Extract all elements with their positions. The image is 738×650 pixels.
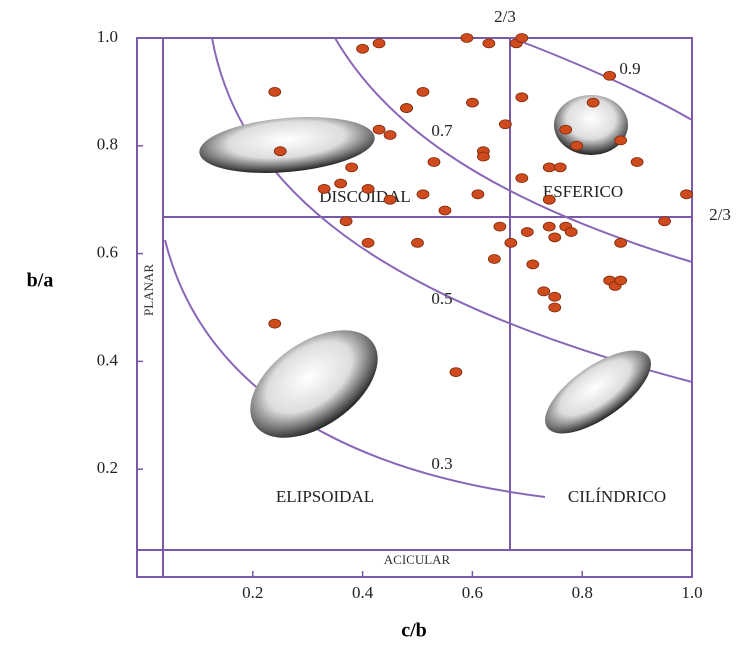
- data-point: [631, 157, 643, 166]
- data-point: [499, 120, 511, 129]
- data-point: [543, 163, 555, 172]
- data-point: [274, 147, 286, 156]
- data-point: [587, 98, 599, 107]
- y-tick-label: 0.6: [97, 243, 118, 262]
- data-point: [318, 184, 330, 193]
- data-point: [450, 368, 462, 377]
- data-point: [538, 287, 550, 296]
- data-point: [357, 44, 369, 53]
- data-point: [428, 157, 440, 166]
- data-point: [527, 260, 539, 269]
- x-axis-title: c/b: [401, 620, 427, 642]
- y-tick-label: 0.4: [97, 350, 119, 369]
- x-tick-label: 0.6: [462, 583, 483, 602]
- data-point: [461, 34, 473, 43]
- data-point: [384, 131, 396, 140]
- data-point: [466, 98, 478, 107]
- y-tick-label: 1.0: [97, 27, 118, 46]
- x-tick-label: 0.4: [352, 583, 374, 602]
- sphericity-curve: [212, 38, 692, 382]
- shape-blob: [532, 335, 663, 449]
- data-point: [472, 190, 484, 199]
- data-point: [412, 238, 424, 247]
- data-point: [565, 228, 577, 237]
- region-label: ACICULAR: [384, 552, 451, 567]
- data-point: [549, 292, 561, 301]
- x-tick-label: 0.8: [572, 583, 593, 602]
- data-point: [615, 276, 627, 285]
- region-label: ELIPSOIDAL: [276, 487, 374, 506]
- data-point: [340, 217, 352, 226]
- data-point: [543, 195, 555, 204]
- data-point: [554, 163, 566, 172]
- data-point: [516, 93, 528, 102]
- region-label: PLANAR: [141, 264, 156, 316]
- x-tick-label: 1.0: [681, 583, 702, 602]
- data-point: [269, 319, 281, 328]
- annotation: 0.3: [431, 454, 452, 473]
- shape-blob: [231, 308, 397, 459]
- data-point: [549, 233, 561, 242]
- data-point: [516, 174, 528, 183]
- region-label: CILÍNDRICO: [568, 487, 666, 506]
- data-point: [604, 71, 616, 80]
- data-point: [362, 184, 374, 193]
- data-point: [384, 195, 396, 204]
- annotation: 2/3: [494, 7, 516, 26]
- data-point: [373, 39, 385, 48]
- annotation: 2/3: [709, 205, 731, 224]
- data-point: [483, 39, 495, 48]
- data-point: [373, 125, 385, 134]
- data-point: [439, 206, 451, 215]
- data-point: [659, 217, 671, 226]
- data-point: [269, 87, 281, 96]
- data-point: [615, 136, 627, 145]
- data-point: [494, 222, 506, 231]
- chart: 2/3 2/3 0.9 0.7 0.5 0.3 DISCOIDAL ESFERI…: [0, 0, 738, 650]
- data-point: [505, 238, 517, 247]
- data-point: [346, 163, 358, 172]
- y-tick-label: 0.2: [97, 458, 118, 477]
- x-tick-label: 0.2: [242, 583, 263, 602]
- data-point: [488, 254, 500, 263]
- data-point: [516, 34, 528, 43]
- data-point: [681, 190, 693, 199]
- y-tick-label: 0.8: [97, 135, 118, 154]
- data-point: [417, 87, 429, 96]
- data-point: [549, 303, 561, 312]
- annotation: 0.7: [431, 121, 453, 140]
- data-point: [477, 152, 489, 161]
- data-point: [362, 238, 374, 247]
- data-point: [521, 228, 533, 237]
- data-point: [417, 190, 429, 199]
- data-point: [560, 125, 572, 134]
- annotation: 0.9: [619, 59, 640, 78]
- data-point: [571, 141, 583, 150]
- data-point: [543, 222, 555, 231]
- data-point: [335, 179, 347, 188]
- data-point: [401, 104, 413, 113]
- y-axis-title: b/a: [27, 270, 54, 292]
- data-point: [615, 238, 627, 247]
- annotation: 0.5: [431, 289, 452, 308]
